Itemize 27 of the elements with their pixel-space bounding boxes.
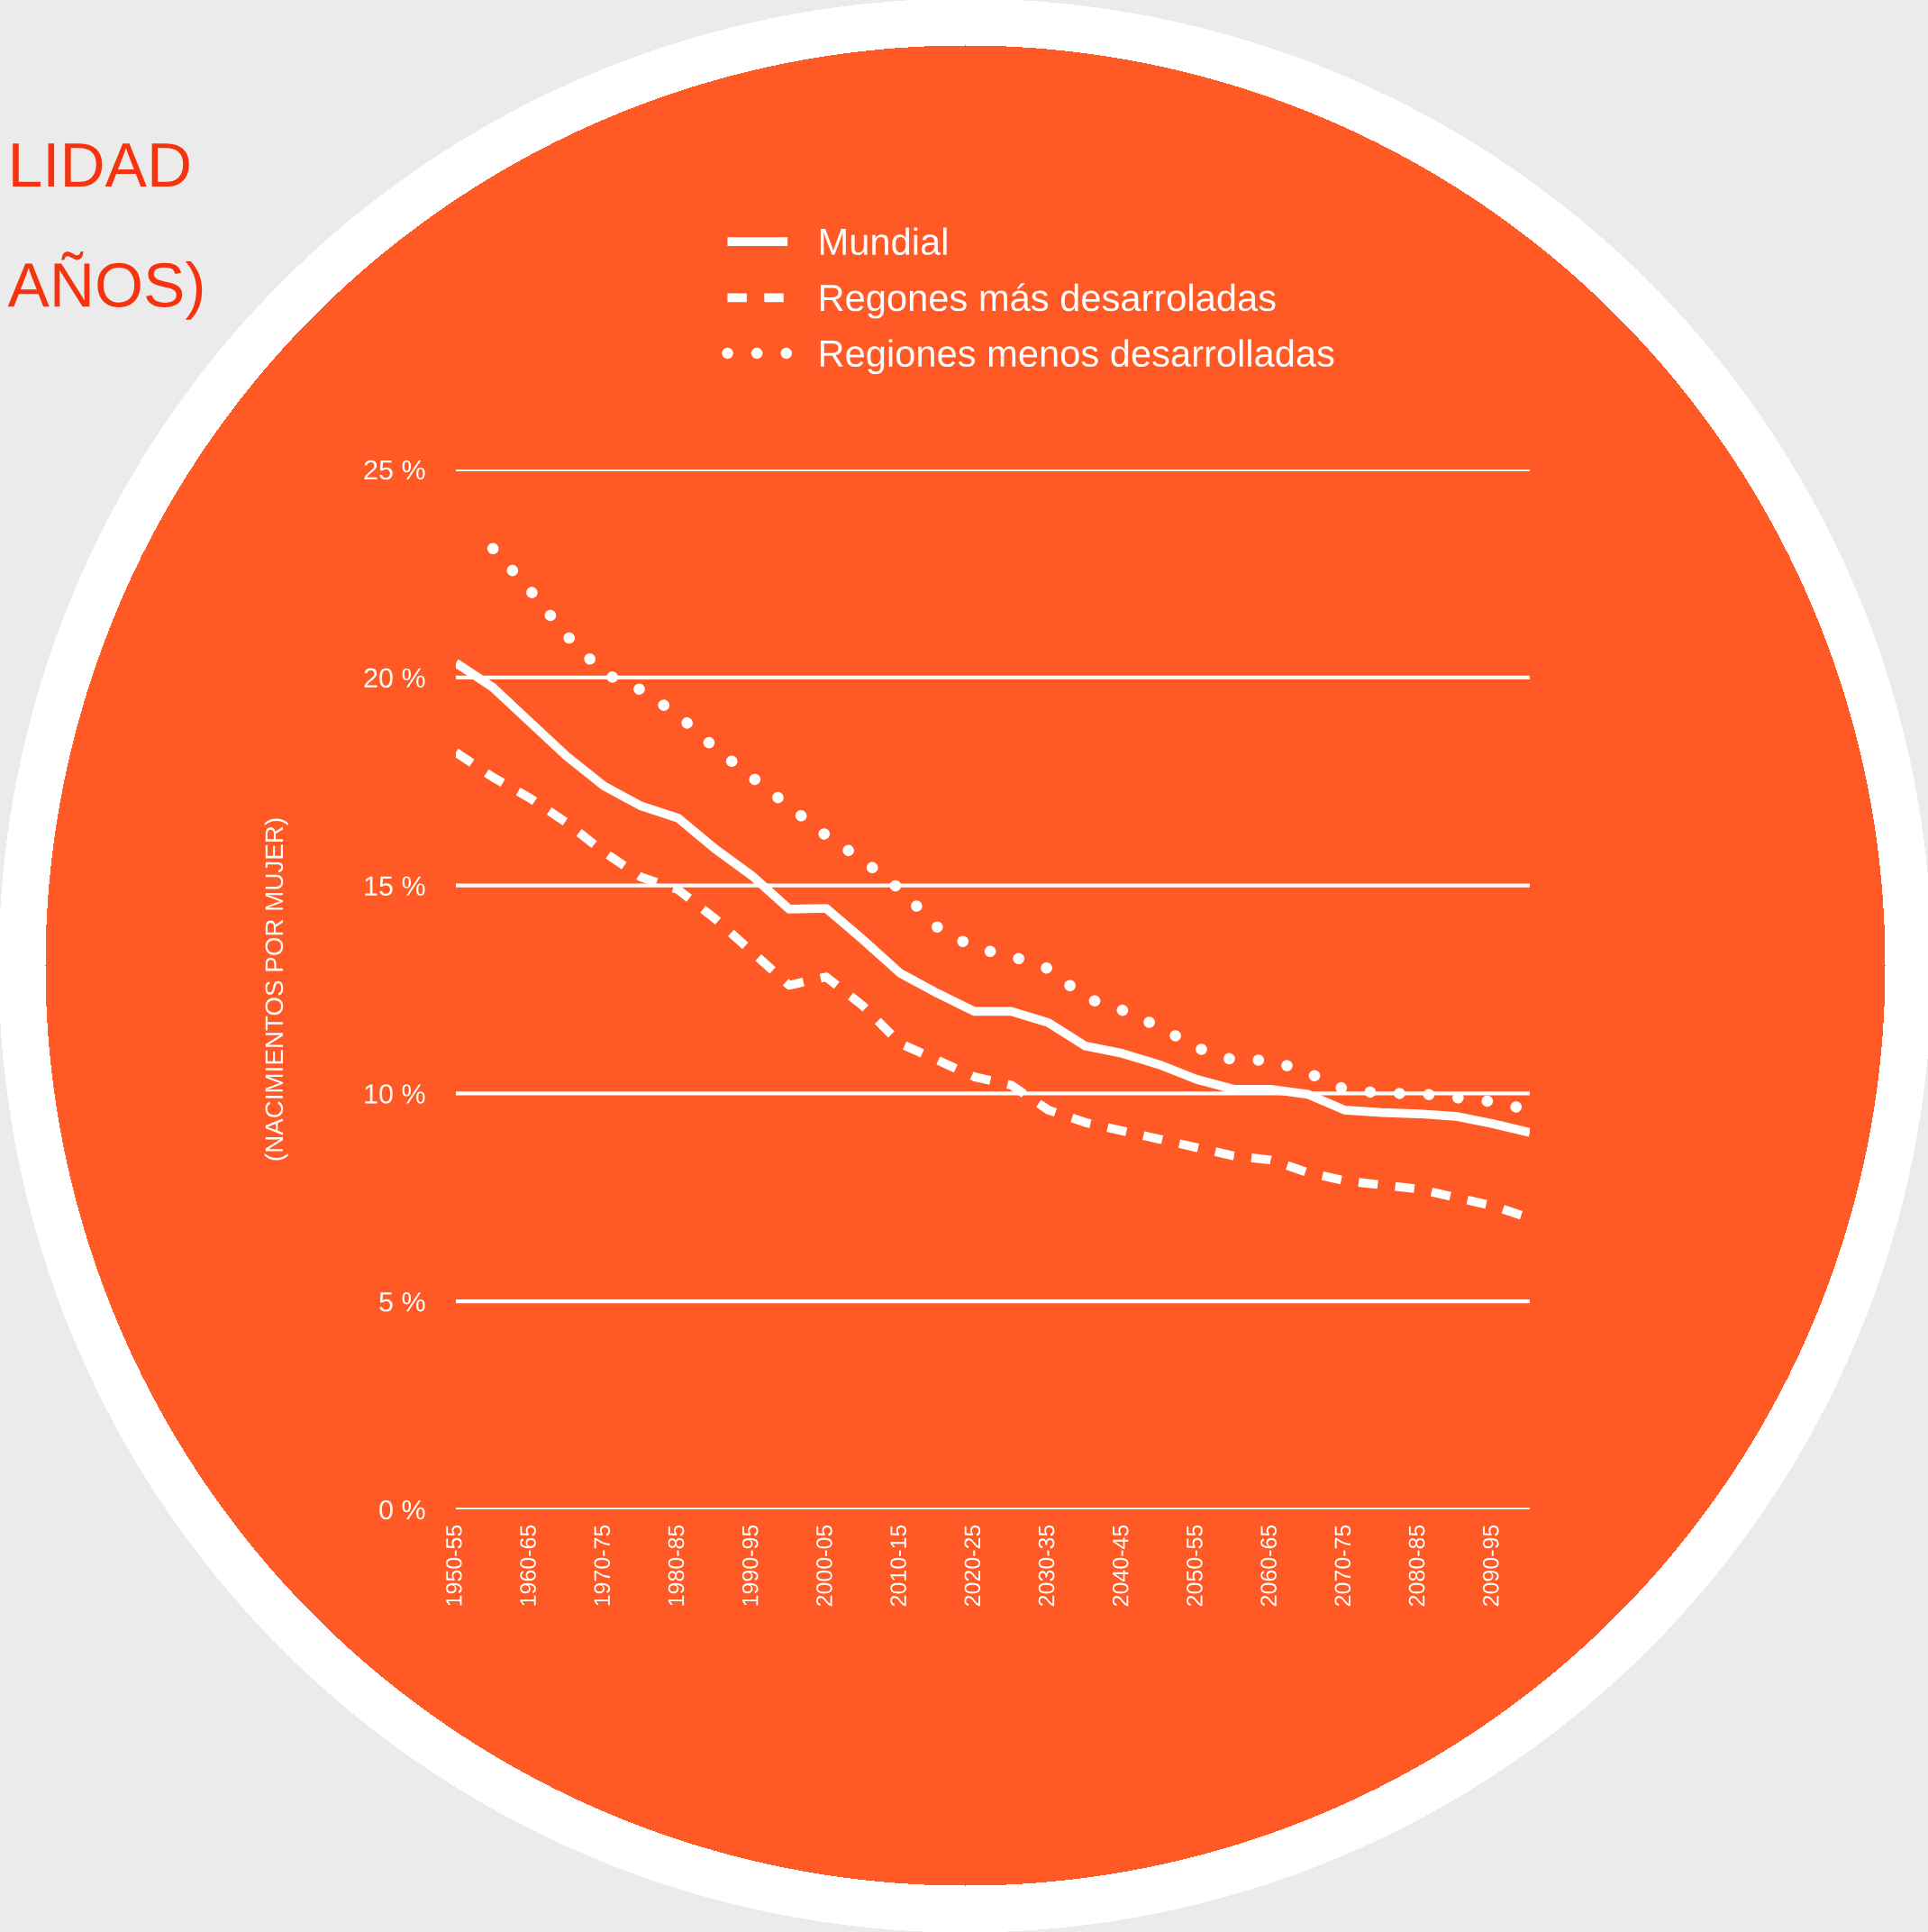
x-tick-label: 2050-55 <box>1187 1525 1203 1607</box>
chart-subtitle: AÑOS) <box>7 251 203 320</box>
x-tick-label: 1980-85 <box>668 1525 685 1606</box>
y-axis-title: (NACIMIENTOS POR MUJER) <box>264 818 288 1161</box>
x-tick-label: 2090-95 <box>1482 1525 1499 1607</box>
x-tick-label: 1990-95 <box>741 1525 759 1606</box>
x-tick-label: 2080-85 <box>1408 1525 1425 1607</box>
y-tick-label: 20 % <box>364 668 425 688</box>
x-tick-label: 2010-15 <box>890 1525 906 1607</box>
x-tick-label: 2060-65 <box>1260 1525 1277 1607</box>
legend-label: Regones más desarroladas <box>820 283 1276 319</box>
x-tick-label: 1960-65 <box>520 1525 536 1606</box>
x-tick-label: 2000-05 <box>816 1525 832 1607</box>
y-tick-label: 15 % <box>365 876 425 896</box>
x-tick-label: 1970-75 <box>594 1525 611 1606</box>
x-tick-label: 2070-75 <box>1334 1525 1351 1607</box>
chart-title: LIDAD <box>13 143 189 187</box>
y-tick-label: 10 % <box>365 1084 425 1104</box>
x-tick-label: 2030-35 <box>1038 1525 1055 1607</box>
legend-label: Mundial <box>820 227 947 256</box>
x-tick-label: 1950-55 <box>446 1525 462 1606</box>
y-tick-label: 25 % <box>364 460 425 480</box>
x-tick-label: 2020-25 <box>964 1525 981 1607</box>
x-tick-label: 2040-45 <box>1112 1525 1129 1607</box>
legend-label: Regiones menos desarrolladas <box>820 339 1334 375</box>
y-tick-label: 5 % <box>379 1292 425 1312</box>
y-tick-label: 0 % <box>379 1499 425 1520</box>
